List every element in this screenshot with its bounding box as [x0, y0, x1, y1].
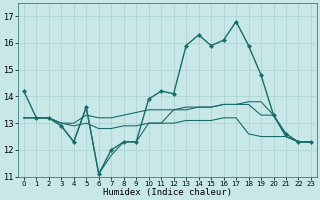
X-axis label: Humidex (Indice chaleur): Humidex (Indice chaleur)	[103, 188, 232, 197]
